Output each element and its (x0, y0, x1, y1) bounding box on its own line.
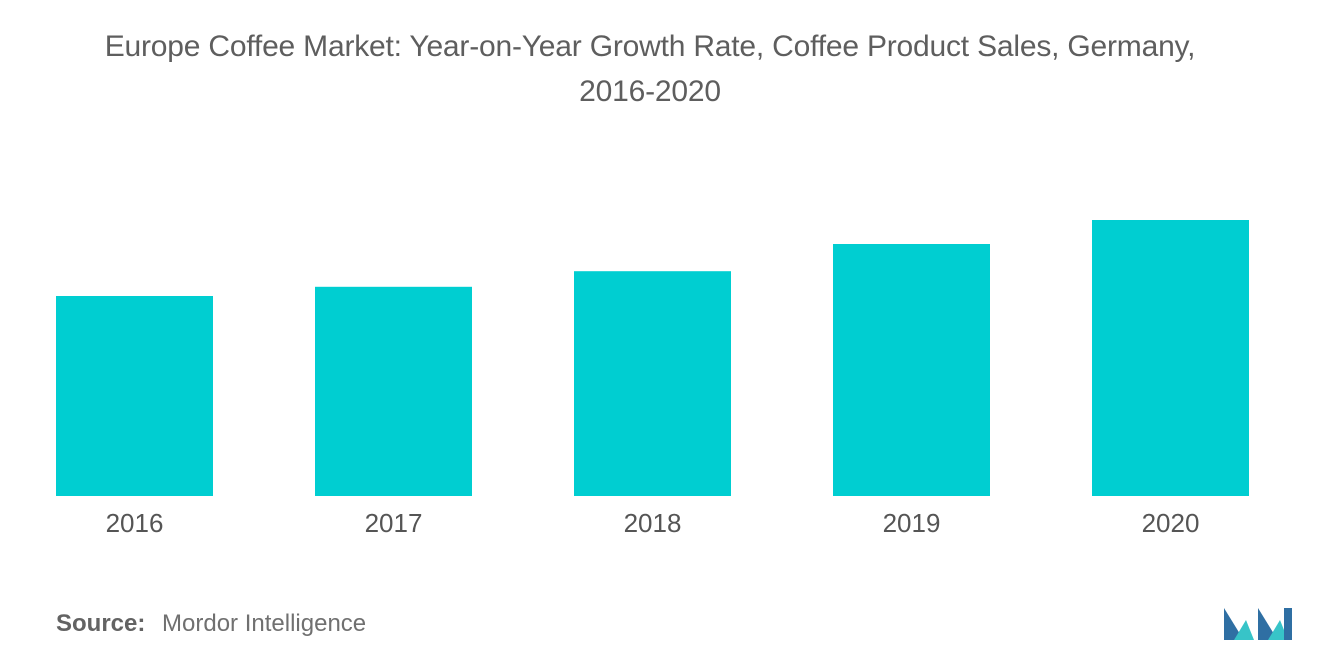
source-label: Source: (56, 610, 146, 637)
x-tick-label-2016: 2016 (106, 508, 164, 538)
x-tick-label-2018: 2018 (624, 508, 682, 538)
mordor-intelligence-logo-icon (1224, 608, 1292, 640)
logo-shape-right-edge (1284, 608, 1292, 640)
chart-title-line-2: 2016-2020 (579, 75, 721, 108)
source-line: Source: Mordor Intelligence (56, 610, 366, 638)
x-tick-label-2019: 2019 (883, 508, 941, 538)
logo-shape-right-light (1268, 620, 1288, 640)
logo-shape-left-light (1234, 620, 1254, 640)
bars-group (56, 220, 1249, 496)
chart-title: Europe Coffee Market: Year-on-Year Growt… (60, 24, 1240, 114)
logo-shape-left-dark (1224, 608, 1240, 640)
source-text: Mordor Intelligence (162, 610, 367, 637)
bar-2019 (833, 244, 990, 496)
chart-title-line-1: Europe Coffee Market: Year-on-Year Growt… (104, 30, 1196, 63)
x-tick-label-2017: 2017 (365, 508, 423, 538)
bar-2017 (315, 286, 472, 496)
x-tick-labels: 2016 2017 2018 2019 2020 (106, 508, 1200, 538)
bar-2016 (56, 296, 213, 496)
x-tick-label-2020: 2020 (1142, 508, 1200, 538)
bar-2018 (574, 271, 731, 496)
logo-shape-right-dark (1258, 608, 1274, 640)
bar-2020 (1092, 220, 1249, 496)
